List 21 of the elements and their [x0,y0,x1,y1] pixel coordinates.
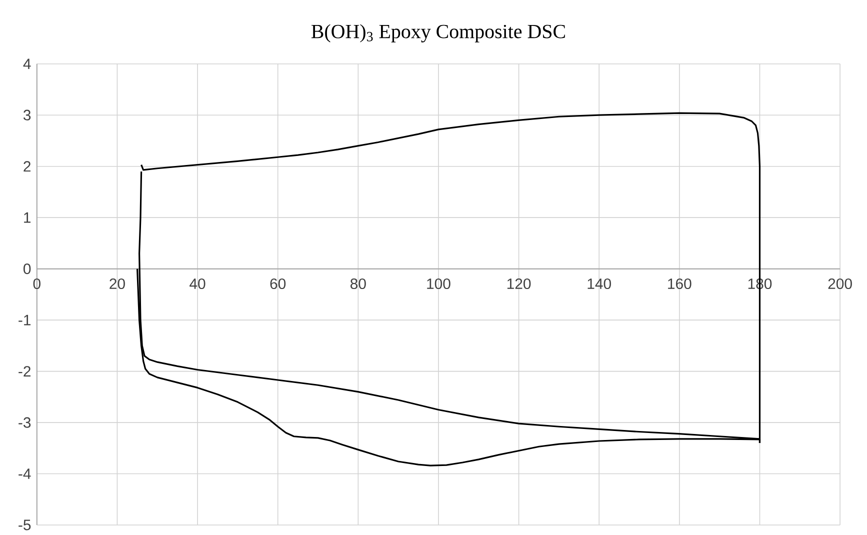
y-tick-label: -5 [18,520,31,530]
y-tick-label: -2 [18,366,30,377]
y-tick-label: -4 [18,468,31,479]
y-tick-label: 0 [24,264,31,274]
y-tick-label: 3 [23,110,31,120]
x-tick-label: 140 [588,278,611,290]
x-tick-label: 80 [350,278,366,290]
x-tick-label: 0 [33,278,40,290]
y-tick-label: 4 [23,58,31,70]
chart-title: B(OH)$_{3}$ Epoxy Composite DSC [311,24,565,42]
x-tick-label: 100 [427,278,450,290]
y-tick-label: -3 [18,417,31,428]
x-tick-label: 200 [828,278,852,290]
x-tick-label: 160 [668,278,692,290]
y-tick-label: -1 [18,314,31,326]
x-tick-label: 20 [110,278,125,290]
x-tick-label: 40 [190,278,206,290]
x-tick-label: 120 [507,278,531,290]
x-tick-label: 60 [270,278,286,290]
y-tick-label: 2 [24,161,30,172]
y-tick-label: 1 [24,212,31,223]
